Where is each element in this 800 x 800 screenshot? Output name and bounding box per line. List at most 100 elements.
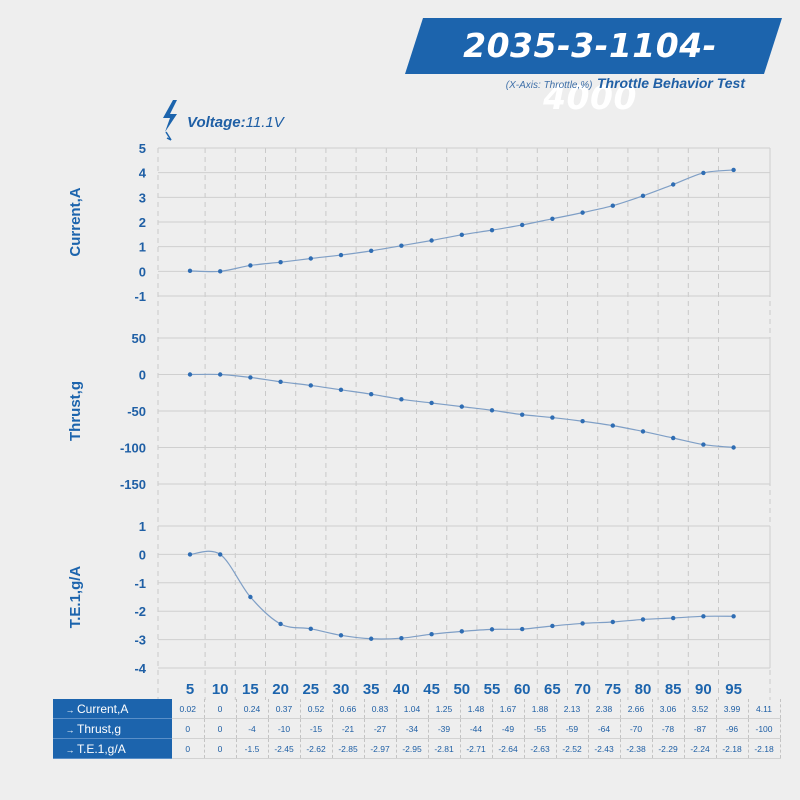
x-tick-label: 70 — [574, 681, 591, 698]
data-point — [610, 203, 615, 208]
data-point — [369, 636, 374, 641]
x-tick-label: 95 — [725, 681, 742, 698]
data-point — [550, 623, 555, 629]
x-tick-label: 5 — [186, 681, 194, 698]
x-tick-label: 65 — [544, 681, 561, 698]
data-point — [187, 372, 193, 377]
table-cell: 1.25 — [428, 699, 461, 719]
table-cell: -2.43 — [588, 738, 621, 759]
data-table: → Current,A 0.02 0 0.24 0.37 0.52 0.66 0.83 1.04 1… — [53, 699, 781, 759]
data-point — [701, 170, 706, 176]
table-cell: -55 — [524, 718, 557, 739]
table-cell: 0.83 — [364, 699, 397, 719]
data-point — [520, 626, 525, 632]
table-cell: -2.64 — [492, 738, 525, 759]
table-cell: -2.29 — [652, 738, 685, 759]
table-cell: -2.71 — [460, 738, 493, 759]
data-point — [399, 635, 404, 641]
legend-marker-icon: → — [65, 724, 75, 735]
data-point — [489, 627, 495, 632]
data-point — [550, 415, 555, 420]
data-point — [248, 594, 253, 600]
table-cell: -2.85 — [332, 738, 365, 759]
data-point — [489, 408, 495, 413]
voltage-value: 11.1V — [245, 114, 284, 131]
data-point — [187, 552, 193, 557]
data-point — [459, 629, 464, 634]
x-tick-label: 40 — [393, 681, 410, 698]
y-axis-label-group: T.E.1,g/A — [67, 566, 84, 629]
lightning-bolt-icon — [163, 100, 177, 141]
y-tick-label: -150 — [120, 477, 146, 492]
series-line — [189, 169, 734, 273]
table-cell: -27 — [364, 718, 397, 739]
data-point — [640, 193, 646, 199]
y-tick-label: 0 — [139, 264, 146, 279]
table-cell: -10 — [268, 718, 301, 739]
data-point — [308, 626, 313, 632]
data-point — [218, 552, 223, 557]
y-tick-label: 4 — [139, 166, 147, 181]
y-axis-label: T.E.1,g/A — [67, 566, 84, 629]
y-tick-label: -1 — [134, 576, 146, 591]
data-point — [640, 429, 646, 434]
data-point — [459, 232, 464, 238]
data-point — [459, 404, 464, 409]
x-tick-label: 90 — [695, 681, 712, 698]
subtitle: (X-Axis: Throttle,%) Throttle Behavior T… — [470, 75, 745, 93]
data-point — [369, 248, 374, 254]
table-cell: -2.45 — [268, 738, 301, 759]
x-tick-label: 85 — [665, 681, 682, 698]
table-cell: 3.06 — [652, 699, 685, 719]
data-point — [399, 397, 404, 402]
data-point — [520, 222, 525, 228]
data-point — [429, 632, 434, 637]
title-banner — [405, 18, 782, 74]
table-row-header: → Thrust,g — [53, 718, 172, 739]
data-point — [671, 615, 676, 621]
data-point — [640, 617, 646, 622]
test-name: Throttle Behavior Test — [596, 75, 745, 91]
table-cell: -21 — [332, 718, 365, 739]
data-point — [248, 375, 253, 380]
table-cell: -78 — [652, 718, 685, 739]
table-row-header: → Current,A — [53, 699, 172, 719]
y-tick-label: -100 — [120, 441, 146, 456]
data-point — [489, 227, 495, 233]
table-cell: -2.52 — [556, 738, 589, 759]
table-cell: 0.02 — [172, 699, 205, 719]
x-tick-label: 60 — [514, 681, 531, 698]
table-cell: -2.18 — [748, 738, 781, 759]
y-tick-label: 2 — [139, 215, 146, 230]
data-point — [731, 167, 736, 173]
y-axis-label: Thrust,g — [67, 381, 84, 441]
data-point — [580, 419, 585, 424]
y-tick-label: 1 — [139, 519, 146, 534]
x-tick-label: 45 — [423, 681, 440, 698]
table-cell: -4 — [236, 718, 269, 739]
data-point — [218, 269, 223, 274]
y-axis-label: Current,A — [67, 187, 84, 256]
data-point — [308, 383, 313, 388]
data-point — [429, 238, 434, 243]
table-row: → Current,A 0.02 0 0.24 0.37 0.52 0.66 0.83 1.04 1… — [53, 699, 781, 719]
y-tick-label: 5 — [139, 141, 146, 156]
y-axis-label-group: Current,A — [67, 187, 84, 256]
legend-marker-icon: → — [65, 744, 75, 755]
table-cell: 3.52 — [684, 699, 717, 719]
y-tick-label: 3 — [139, 190, 146, 205]
y-tick-label: 0 — [139, 547, 146, 562]
table-cell: -49 — [492, 718, 525, 739]
table-cell: 0 — [172, 718, 205, 739]
data-point — [701, 442, 706, 447]
axis-note: (X-Axis: Throttle,%) — [505, 80, 593, 91]
table-cell: -2.38 — [620, 738, 653, 759]
table-cell: 4.11 — [748, 699, 781, 719]
table-cell: -2.97 — [364, 738, 397, 759]
data-point — [338, 252, 344, 258]
data-point — [671, 435, 676, 441]
y-axis-label-group: Thrust,g — [67, 381, 84, 441]
x-tick-label: 80 — [635, 681, 652, 698]
x-tick-label: 35 — [363, 681, 380, 698]
table-cell: 0 — [204, 738, 237, 759]
